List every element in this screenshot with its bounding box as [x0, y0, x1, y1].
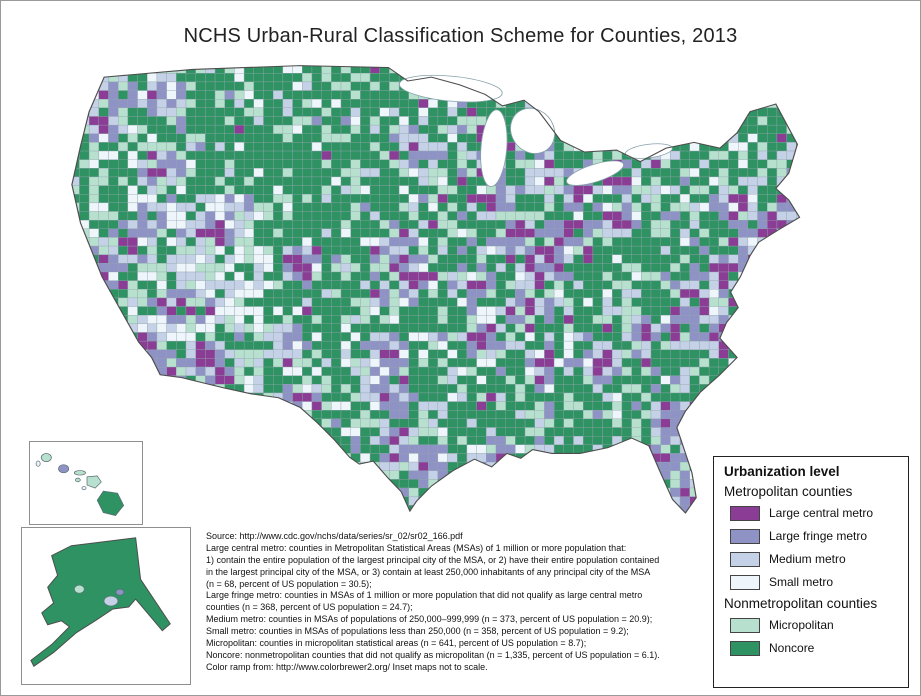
island-maui — [86, 475, 102, 489]
county-cells — [71, 65, 800, 513]
legend-item-large-central-metro: Large central metro — [730, 504, 898, 522]
large-central-metro-swatch — [730, 505, 760, 521]
small-metro-swatch — [730, 574, 760, 590]
large-fringe-metro-swatch — [730, 528, 760, 544]
legend: Urbanization level Metropolitan counties… — [713, 456, 909, 688]
micropolitan-swatch — [730, 617, 760, 633]
alaska-map — [30, 537, 171, 668]
great-lakes — [398, 74, 673, 187]
source-notes: Source: http://www.cdc.gov/nchs/data/ser… — [206, 531, 660, 672]
island-kahoolawe — [81, 486, 87, 490]
island-lanai — [75, 477, 81, 483]
legend-item-label: Small metro — [769, 575, 834, 589]
island-hawaii — [96, 490, 125, 516]
legend-group-nonmetropolitan: Nonmetropolitan counties — [724, 596, 878, 611]
legend-item-small-metro: Small metro — [730, 573, 898, 591]
hawaii-map — [35, 453, 125, 516]
legend-item-label: Medium metro — [769, 552, 846, 566]
lake-erie — [566, 160, 624, 186]
legend-item-noncore: Noncore — [730, 639, 898, 657]
legend-item-micropolitan: Micropolitan — [730, 616, 898, 634]
legend-item-label: Micropolitan — [769, 618, 834, 632]
alaska-outline — [30, 537, 171, 668]
us-counties-choropleth-map — [71, 65, 801, 514]
alaska-inset — [21, 527, 191, 685]
medium-metro-swatch — [730, 551, 760, 567]
legend-title: Urbanization level — [724, 464, 840, 479]
lake-huron — [510, 107, 556, 154]
legend-item-label: Noncore — [769, 641, 815, 655]
us-outline — [71, 65, 801, 514]
lake-michigan — [480, 109, 508, 187]
legend-item-label: Large central metro — [769, 506, 874, 520]
island-kauai — [40, 453, 52, 462]
noncore-swatch — [730, 640, 760, 656]
island-oahu — [58, 464, 70, 474]
alaska-fringe-metro-patch — [115, 588, 125, 596]
legend-group-metropolitan: Metropolitan counties — [724, 484, 853, 499]
legend-item-medium-metro: Medium metro — [730, 550, 898, 568]
figure-title: NCHS Urban-Rural Classification Scheme f… — [183, 25, 738, 47]
lake-superior — [398, 74, 503, 103]
island-molokai — [73, 470, 86, 476]
island-niihau — [35, 460, 41, 467]
alaska-medium-metro-patch — [103, 595, 119, 607]
legend-item-label: Large fringe metro — [769, 529, 868, 543]
legend-item-large-fringe-metro: Large fringe metro — [730, 527, 898, 545]
hawaii-inset — [29, 441, 143, 525]
alaska-micropolitan-patch — [74, 584, 85, 594]
